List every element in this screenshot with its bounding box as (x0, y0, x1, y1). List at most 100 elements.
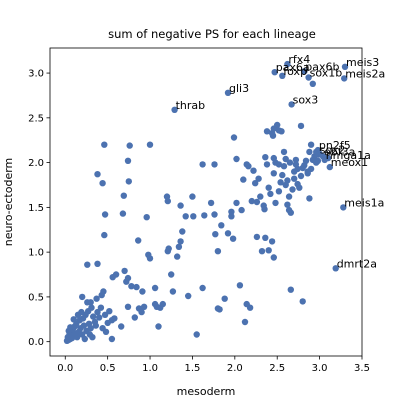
x-tick-label: 2.5 (269, 363, 285, 374)
data-point (131, 314, 138, 321)
data-point (253, 233, 261, 241)
x-tick-label: 2.0 (227, 363, 243, 374)
data-point (238, 206, 245, 214)
data-point (90, 313, 97, 320)
x-axis-title: mesoderm (177, 385, 236, 398)
data-point (101, 231, 108, 239)
points-layer (63, 60, 349, 344)
data-point (143, 214, 150, 221)
data-point (270, 254, 277, 261)
data-point (128, 283, 135, 290)
data-point (326, 163, 333, 171)
data-point (292, 161, 300, 168)
data-point (262, 234, 269, 241)
data-point (284, 60, 291, 68)
data-point (280, 163, 288, 170)
data-point (92, 322, 100, 329)
data-point (221, 295, 228, 302)
data-point (267, 190, 274, 198)
data-point (275, 188, 283, 195)
data-point (287, 209, 294, 216)
data-point (270, 125, 277, 132)
data-point (146, 255, 154, 262)
x-tick-label: 0.0 (57, 363, 73, 374)
y-tick-label: 0.0 (28, 337, 44, 348)
y-ticks: 0.0 0.5 1.0 1.5 2.0 2.5 3.0 (28, 69, 50, 348)
data-point (119, 210, 127, 217)
data-point (270, 170, 277, 177)
data-point (277, 179, 284, 186)
data-point (305, 74, 312, 81)
data-point (168, 271, 175, 278)
data-point (275, 127, 283, 134)
data-point (299, 164, 306, 172)
x-ticks: 0.0 0.5 1.0 1.5 2.0 2.5 3.0 3.5 (57, 356, 370, 374)
data-point (262, 154, 269, 161)
data-point (189, 193, 196, 200)
data-point (297, 122, 305, 130)
data-point (177, 202, 184, 209)
point-label: gli3 (229, 82, 249, 95)
data-point (99, 180, 106, 187)
data-point (146, 141, 154, 148)
data-point (279, 72, 286, 80)
plot-frame (49, 47, 363, 357)
data-point (233, 199, 240, 207)
data-point (297, 172, 305, 180)
data-point (255, 175, 262, 182)
data-point (70, 316, 77, 323)
point-label: meis3 (346, 56, 379, 69)
data-point (87, 325, 94, 332)
data-point (185, 292, 192, 300)
data-point (253, 198, 261, 206)
point-label: sox2 (320, 144, 346, 157)
data-point (288, 101, 295, 108)
y-axis-title: neuro-ectoderm (2, 158, 15, 247)
x-tick-label: 3.5 (354, 363, 370, 374)
data-point (126, 142, 133, 149)
data-point (216, 306, 223, 313)
data-point (257, 193, 264, 200)
x-tick-label: 3.0 (312, 363, 328, 374)
data-point (284, 177, 291, 184)
data-point (193, 331, 200, 338)
data-point (94, 308, 101, 316)
data-point (301, 68, 308, 75)
data-point (108, 335, 116, 343)
data-point (212, 231, 219, 238)
point-label: meox1 (331, 156, 368, 169)
data-point (250, 167, 257, 174)
data-point (159, 300, 166, 308)
point-label: meis2a (345, 67, 385, 80)
data-point (243, 161, 250, 168)
point-label: pax6a (276, 61, 310, 74)
data-point (240, 176, 247, 183)
x-tick-label: 1.0 (142, 363, 158, 374)
data-point (201, 212, 208, 219)
data-point (280, 148, 288, 156)
point-label: meis1a (344, 196, 384, 209)
point-label: pn2f5 (319, 139, 351, 152)
data-point (233, 155, 240, 163)
data-point (211, 211, 218, 218)
data-point (271, 69, 278, 76)
data-point (140, 303, 148, 310)
y-tick-label: 3.0 (28, 69, 44, 80)
data-point (265, 184, 272, 191)
data-point (321, 156, 328, 164)
data-point (121, 267, 128, 275)
data-point (112, 271, 120, 278)
data-point (106, 308, 113, 315)
data-point (133, 283, 140, 291)
data-point (102, 328, 110, 335)
data-point (265, 247, 272, 254)
data-point (282, 155, 289, 163)
data-point (224, 89, 232, 97)
data-point (100, 288, 107, 295)
data-point (287, 286, 294, 293)
data-point (294, 180, 301, 188)
data-point (299, 298, 306, 305)
data-point (179, 228, 186, 235)
